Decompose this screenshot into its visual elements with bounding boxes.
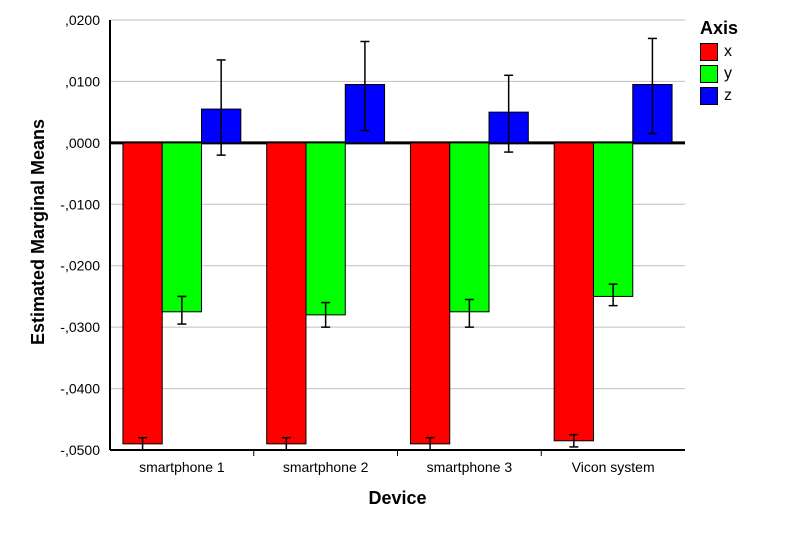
bar xyxy=(123,143,162,444)
y-tick-label: -,0500 xyxy=(60,442,100,458)
bar xyxy=(450,143,489,312)
x-axis-label: Device xyxy=(110,488,685,509)
y-axis-label: Estimated Marginal Means xyxy=(28,119,49,345)
legend-swatch xyxy=(700,87,718,105)
legend-item: y xyxy=(700,65,738,83)
bar xyxy=(306,143,345,315)
bar xyxy=(554,143,593,441)
chart-figure: -,0500 -,0400 -,0300 -,0200 -,0100 ,0000 ,0100… xyxy=(0,0,793,538)
legend-label: z xyxy=(724,87,732,105)
x-tick-label: smartphone 2 xyxy=(283,459,369,475)
x-tick-label: Vicon system xyxy=(572,459,655,475)
legend-item: z xyxy=(700,87,738,105)
bar xyxy=(593,143,632,297)
x-tick-label: smartphone 1 xyxy=(139,459,225,475)
legend-item: x xyxy=(700,43,738,61)
legend-swatch xyxy=(700,65,718,83)
y-tick-label: -,0200 xyxy=(60,258,100,274)
chart-svg: -,0500 -,0400 -,0300 -,0200 -,0100 ,0000 ,0100… xyxy=(0,0,793,538)
y-tick-label: -,0400 xyxy=(60,381,100,397)
bar xyxy=(162,143,201,312)
legend-label: x xyxy=(724,43,732,61)
bar xyxy=(267,143,306,444)
legend-label: y xyxy=(724,65,732,83)
y-tick-label: ,0100 xyxy=(65,73,100,89)
y-tick-label: -,0300 xyxy=(60,319,100,335)
y-tick-label: ,0200 xyxy=(65,12,100,28)
legend-swatch xyxy=(700,43,718,61)
y-tick-label: -,0100 xyxy=(60,196,100,212)
legend: Axis xyz xyxy=(700,18,738,105)
legend-title: Axis xyxy=(700,18,738,39)
x-tick-label: smartphone 3 xyxy=(427,459,513,475)
bar xyxy=(410,143,449,444)
y-tick-label: ,0000 xyxy=(65,135,100,151)
